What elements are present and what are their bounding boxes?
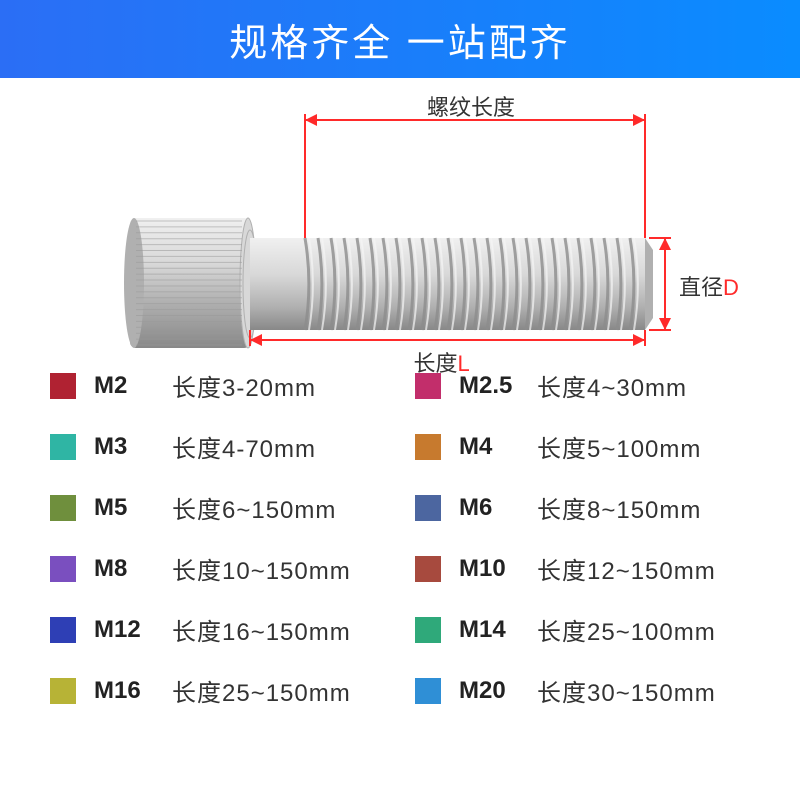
spec-size: M10 [459,555,537,583]
spec-size: M2 [94,372,172,400]
spec-size: M20 [459,677,537,705]
spec-item: M2长度3-20mm [50,368,385,403]
spec-size: M2.5 [459,372,537,400]
spec-item: M5长度6~150mm [50,490,385,525]
spec-length: 长度4-70mm [172,429,316,464]
spec-item: M10长度12~150mm [415,551,750,586]
spec-item: M20长度30~150mm [415,673,750,708]
spec-length: 长度12~150mm [537,551,716,586]
spec-swatch [415,434,441,460]
spec-size: M14 [459,616,537,644]
spec-size: M5 [94,494,172,522]
spec-size: M8 [94,555,172,583]
spec-swatch [50,434,76,460]
spec-length: 长度4~30mm [537,368,687,403]
spec-length: 长度25~100mm [537,612,716,647]
spec-item: M16长度25~150mm [50,673,385,708]
total-length-label: 长度L [414,346,470,378]
spec-size: M4 [459,433,537,461]
spec-item: M4长度5~100mm [415,429,750,464]
spec-length: 长度10~150mm [172,551,351,586]
spec-length: 长度25~150mm [172,673,351,708]
spec-item: M3长度4-70mm [50,429,385,464]
spec-length: 长度3-20mm [172,368,316,403]
spec-swatch [50,678,76,704]
header-title: 规格齐全 一站配齐 [229,12,571,67]
spec-swatch [415,678,441,704]
spec-swatch [415,556,441,582]
spec-swatch [50,373,76,399]
spec-size: M6 [459,494,537,522]
spec-item: M8长度10~150mm [50,551,385,586]
spec-length: 长度16~150mm [172,612,351,647]
spec-size: M12 [94,616,172,644]
spec-item: M6长度8~150mm [415,490,750,525]
header-banner: 规格齐全 一站配齐 [0,0,800,78]
spec-swatch [415,617,441,643]
spec-length: 长度30~150mm [537,673,716,708]
diameter-label: 直径D [679,270,739,302]
spec-length: 长度8~150mm [537,490,701,525]
spec-item: M14长度25~100mm [415,612,750,647]
bolt-svg [0,78,800,358]
spec-swatch [50,495,76,521]
spec-swatch [50,617,76,643]
spec-size: M16 [94,677,172,705]
thread-length-label: 螺纹长度 [427,90,515,122]
spec-grid: M2长度3-20mm M2.5长度4~30mm M3长度4-70mm M4长度5~10… [0,358,800,708]
spec-size: M3 [94,433,172,461]
spec-swatch [50,556,76,582]
spec-swatch [415,495,441,521]
spec-length: 长度6~150mm [172,490,336,525]
spec-item: M12长度16~150mm [50,612,385,647]
spec-length: 长度5~100mm [537,429,701,464]
bolt-diagram: 螺纹长度 长度L 直径D [0,78,800,358]
